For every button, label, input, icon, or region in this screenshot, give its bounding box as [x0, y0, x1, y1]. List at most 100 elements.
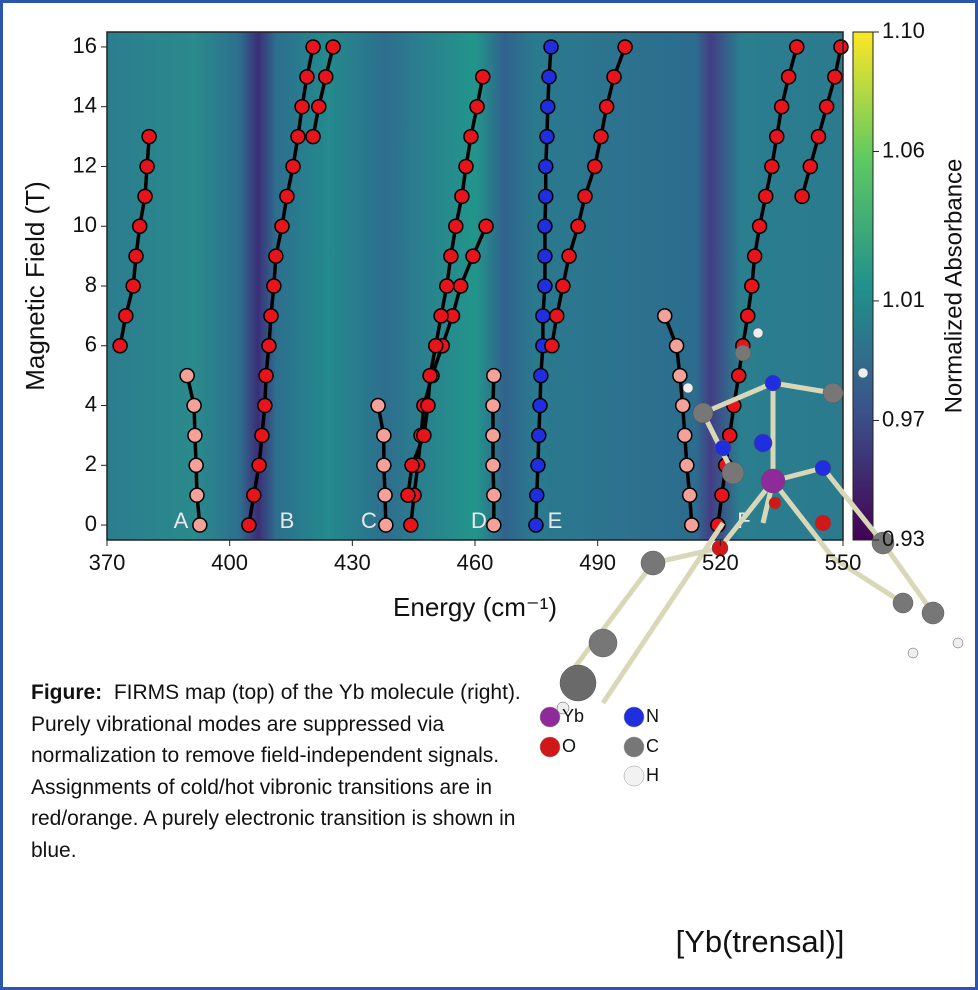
point [562, 249, 576, 263]
caption-text: FIRMS map (top) of the Yb molecule (righ… [31, 681, 521, 862]
legend-label: H [646, 765, 659, 785]
point [538, 219, 552, 233]
point [770, 130, 784, 144]
point [470, 100, 484, 114]
x-tick-label: 520 [702, 550, 739, 575]
caption: Figure: FIRMS map (top) of the Yb molecu… [31, 677, 551, 866]
point [252, 458, 266, 472]
y-tick-label: 0 [85, 511, 97, 536]
point [680, 458, 694, 472]
point [550, 309, 564, 323]
point [129, 249, 143, 263]
point [533, 399, 547, 413]
x-tick-label: 370 [89, 550, 126, 575]
point [267, 279, 281, 293]
point [539, 159, 553, 173]
point [193, 518, 207, 532]
point [312, 100, 326, 114]
point [534, 369, 548, 383]
point [765, 159, 779, 173]
point [732, 369, 746, 383]
point [434, 309, 448, 323]
point [444, 249, 458, 263]
y-axis-title: Magnetic Field (T) [20, 181, 50, 391]
point [658, 309, 672, 323]
point [306, 40, 320, 54]
point [600, 100, 614, 114]
point [678, 428, 692, 442]
point [486, 428, 500, 442]
y-tick-label: 2 [85, 451, 97, 476]
legend-label: Yb [562, 706, 584, 726]
x-axis-title: Energy (cm⁻¹) [393, 592, 557, 622]
point [180, 369, 194, 383]
point [417, 428, 431, 442]
point [607, 70, 621, 84]
caption-label: Figure: [31, 681, 102, 704]
y-tick-label: 8 [85, 272, 97, 297]
mode-label: A [174, 508, 189, 533]
point [259, 369, 273, 383]
point [811, 130, 825, 144]
point [421, 399, 435, 413]
point [379, 518, 393, 532]
legend-swatch [624, 737, 644, 757]
point [479, 219, 493, 233]
point [775, 100, 789, 114]
point [454, 279, 468, 293]
point [464, 130, 478, 144]
point [405, 458, 419, 472]
point [594, 130, 608, 144]
point [286, 159, 300, 173]
point [280, 189, 294, 203]
point [486, 458, 500, 472]
point [326, 40, 340, 54]
point [803, 159, 817, 173]
point [404, 518, 418, 532]
point [242, 518, 256, 532]
point [529, 518, 543, 532]
point [545, 339, 559, 353]
point [275, 219, 289, 233]
point [790, 40, 804, 54]
y-tick-label: 16 [73, 33, 97, 58]
legend-label: O [562, 736, 576, 756]
point [140, 159, 154, 173]
point [264, 309, 278, 323]
colorbar-tick-label: 1.06 [882, 137, 925, 162]
point [820, 100, 834, 114]
point [113, 339, 127, 353]
point [531, 458, 545, 472]
point [588, 159, 602, 173]
point [189, 458, 203, 472]
x-tick-label: 550 [825, 550, 862, 575]
point [378, 488, 392, 502]
point [295, 100, 309, 114]
mode-label: D [471, 508, 487, 533]
x-tick-label: 490 [579, 550, 616, 575]
figure: ABCDEF Magnetic Field (T) Energy (cm⁻¹) … [0, 0, 978, 990]
colorbar [853, 32, 873, 540]
point [487, 518, 501, 532]
point [487, 369, 501, 383]
mode-label: C [361, 508, 377, 533]
y-tick-label: 4 [85, 391, 97, 416]
point [795, 189, 809, 203]
point [423, 369, 437, 383]
point [578, 189, 592, 203]
legend-label: C [646, 736, 659, 756]
point [544, 40, 558, 54]
point [401, 488, 415, 502]
point [262, 339, 276, 353]
legend-label: N [646, 706, 659, 726]
legend-swatch [624, 707, 644, 727]
point [834, 40, 848, 54]
point [306, 130, 320, 144]
point [536, 309, 550, 323]
point [539, 189, 553, 203]
mode-label: B [280, 508, 295, 533]
x-tick-label: 430 [334, 550, 371, 575]
point [247, 488, 261, 502]
colorbar-tick-label: 0.93 [882, 526, 925, 551]
point [571, 219, 585, 233]
